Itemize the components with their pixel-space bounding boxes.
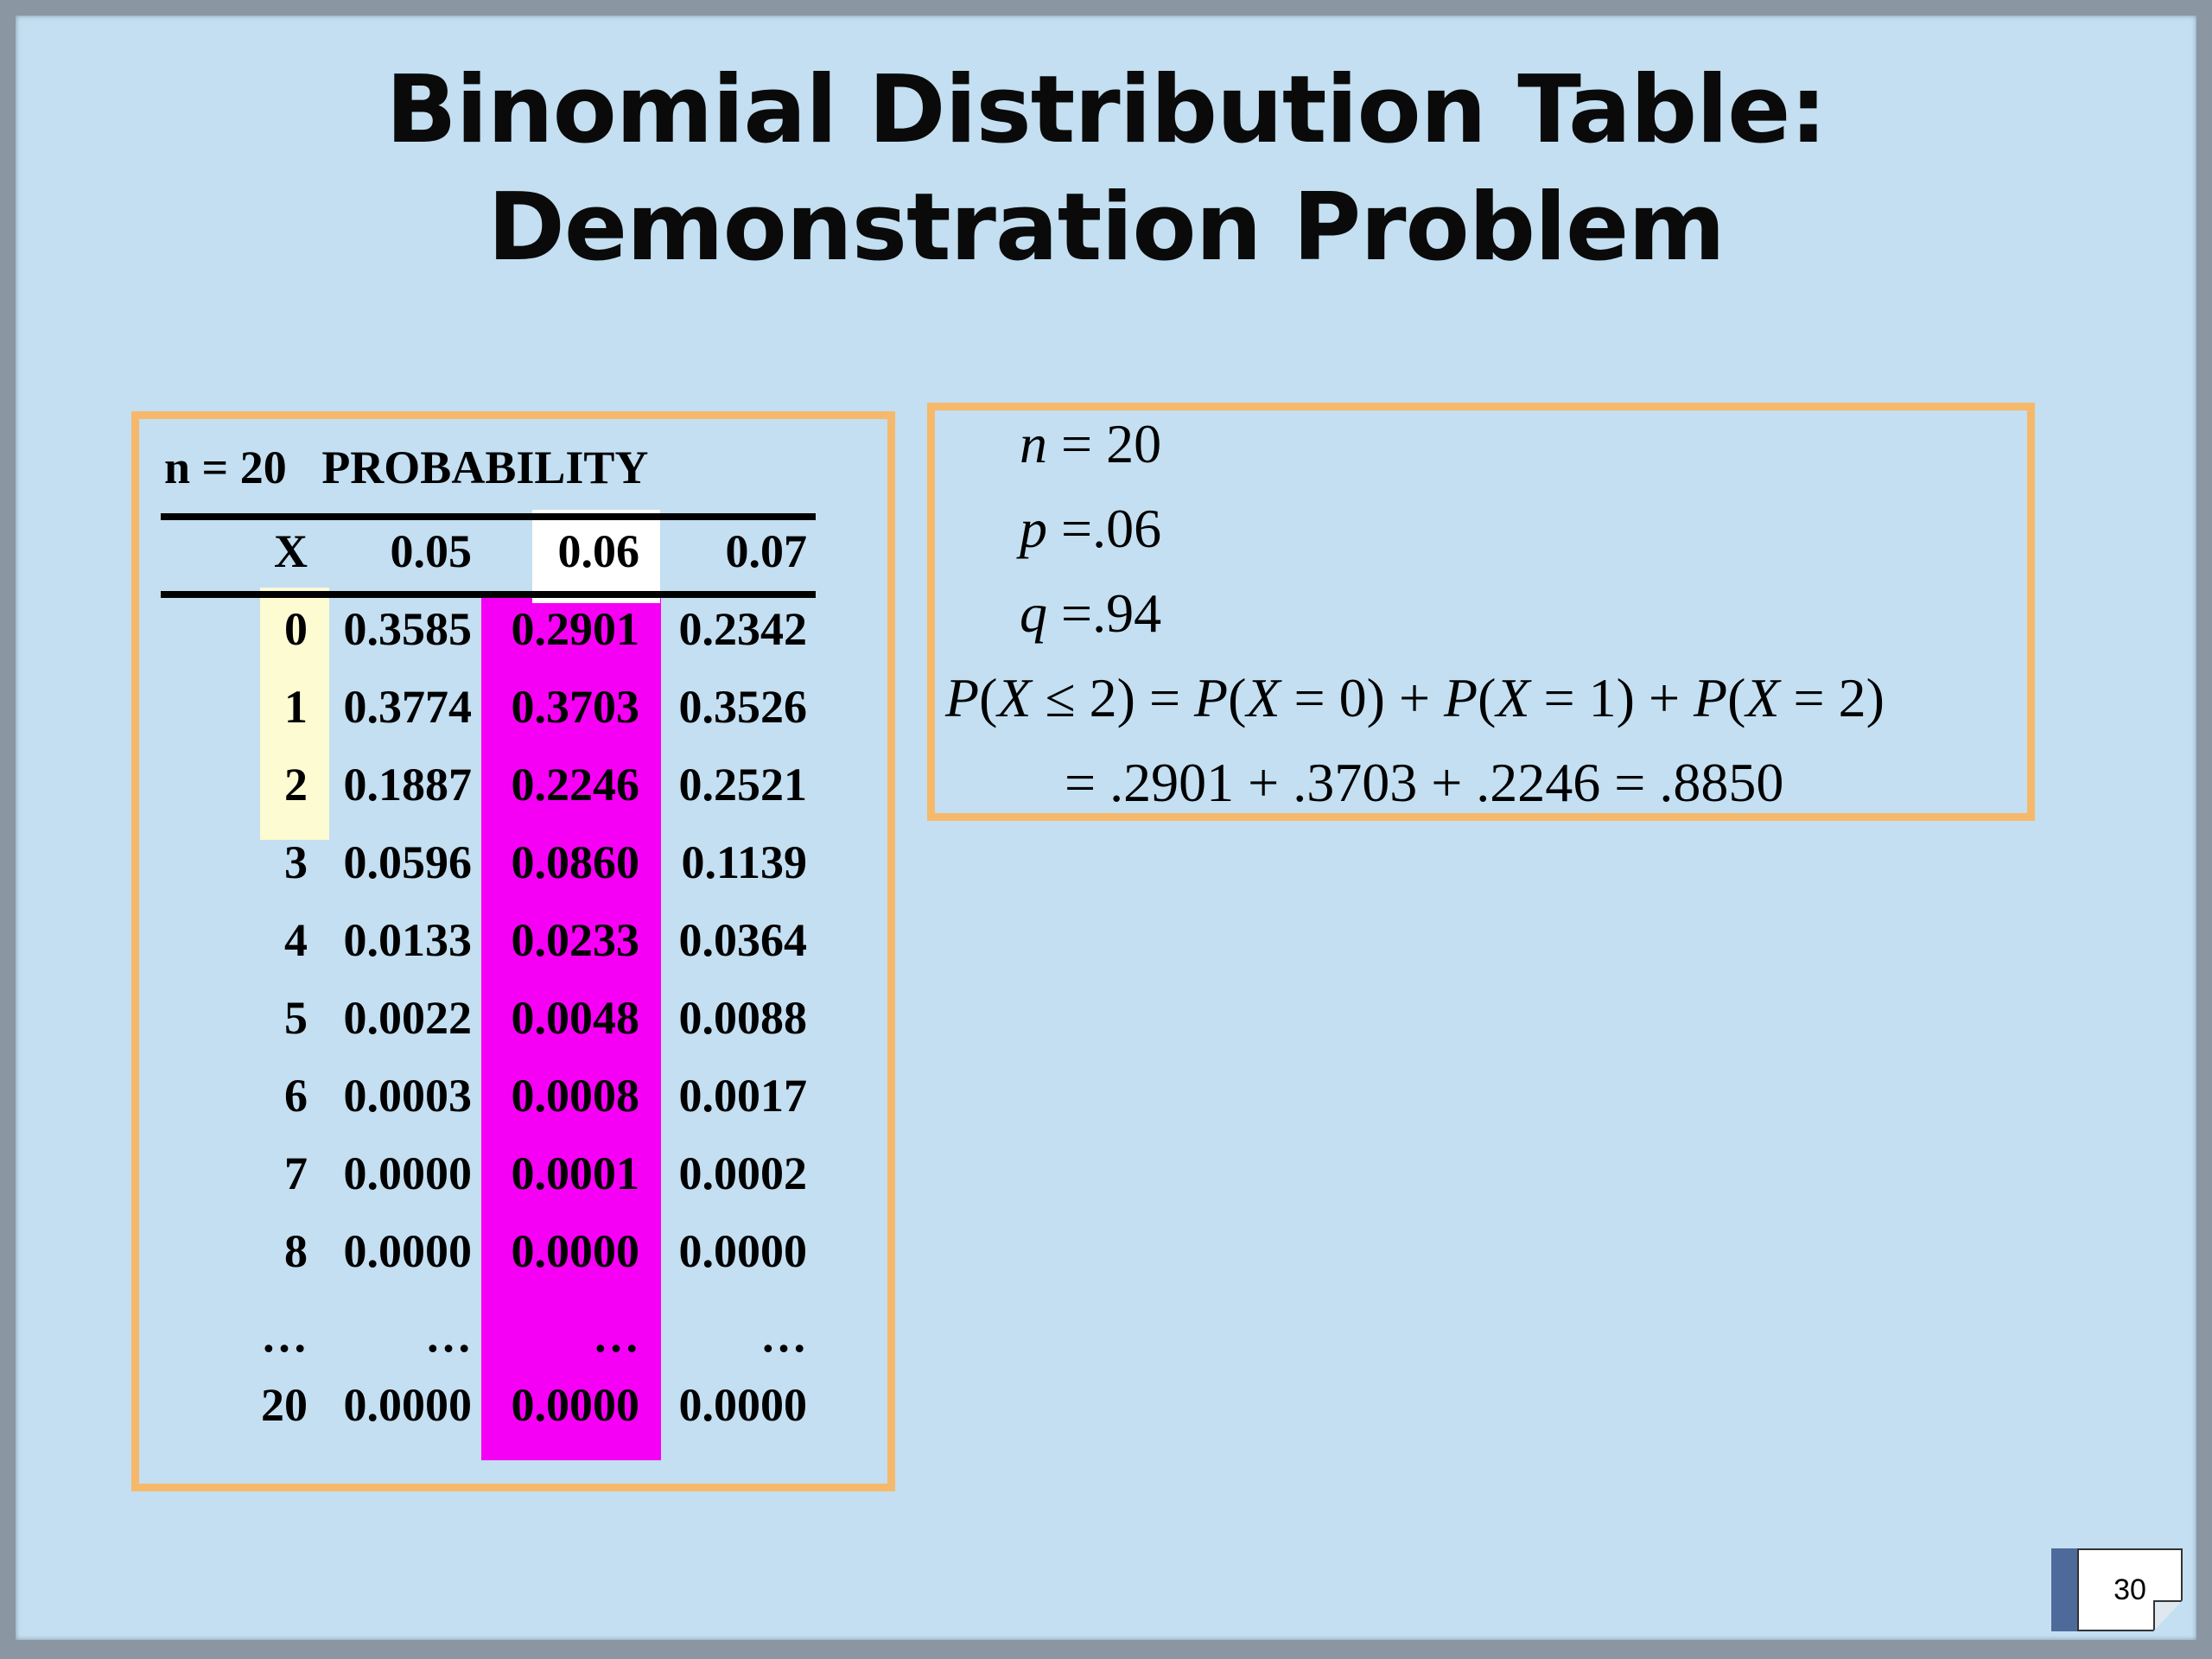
row-p007-5: 0.0088: [678, 992, 808, 1044]
probability-column-highlight: [481, 596, 661, 1460]
row-p007-4: 0.0364: [678, 914, 808, 966]
row-x-5: 5: [284, 992, 308, 1044]
row-p006-7: 0.0001: [511, 1147, 640, 1199]
page-number-tab: [2051, 1548, 2077, 1631]
row-x-4: 4: [284, 914, 308, 966]
row-p005-10: 0.0000: [343, 1379, 473, 1431]
row-p007-0: 0.2342: [678, 603, 808, 655]
slide-content-area: [16, 16, 2196, 1640]
binomial-table-box: [131, 411, 895, 1491]
row-p007-7: 0.0002: [678, 1147, 808, 1199]
row-p007-1: 0.3526: [678, 681, 808, 733]
row-p005-2: 0.1887: [343, 759, 473, 810]
row-x-6: 6: [284, 1070, 308, 1122]
row-p006-0: 0.2901: [511, 603, 640, 655]
row-p006-5: 0.0048: [511, 992, 640, 1044]
row-p006-1: 0.3703: [511, 681, 640, 733]
row-p006-3: 0.0860: [511, 836, 640, 888]
n-equation: n = 20: [1020, 413, 1162, 474]
header-x: X: [274, 525, 308, 577]
row-p006-2: 0.2246: [511, 759, 640, 810]
row-p005-6: 0.0003: [343, 1070, 473, 1122]
header-highlight: [532, 510, 660, 603]
row-p006-9: …: [593, 1310, 639, 1362]
title-line-1: Binomial Distribution Table:: [385, 56, 1827, 164]
row-p005-3: 0.0596: [343, 836, 473, 888]
row-p006-4: 0.0233: [511, 914, 640, 966]
table-caption: n = 20 PROBABILITY: [164, 441, 648, 494]
row-x-9: …: [261, 1310, 308, 1362]
row-p006-10: 0.0000: [511, 1379, 640, 1431]
table-header-rule: [161, 591, 816, 598]
row-p007-9: …: [760, 1310, 807, 1362]
row-x-7: 7: [284, 1147, 308, 1199]
calculation-box: [927, 403, 2035, 821]
row-x-1: 1: [284, 681, 308, 733]
row-p007-6: 0.0017: [678, 1070, 808, 1122]
slide-title: Binomial Distribution Table: Demonstrati…: [0, 52, 2212, 287]
probability-equation: P(X ≤ 2) = P(X = 0) + P(X = 1) + P(X = 2…: [945, 667, 1885, 728]
row-p007-3: 0.1139: [681, 836, 807, 888]
sum-equation: = .2901 + .3703 + .2246 = .8850: [1065, 752, 1784, 813]
row-p005-5: 0.0022: [343, 992, 473, 1044]
row-p007-2: 0.2521: [678, 759, 808, 810]
row-p005-1: 0.3774: [343, 681, 473, 733]
header-p005: 0.05: [390, 525, 473, 577]
row-p005-4: 0.0133: [343, 914, 473, 966]
header-p006: 0.06: [557, 525, 640, 577]
table-top-rule: [161, 513, 816, 520]
row-x-10: 20: [261, 1379, 308, 1431]
x-highlight: [260, 588, 329, 840]
row-p005-7: 0.0000: [343, 1147, 473, 1199]
p-equation: p =.06: [1020, 498, 1162, 559]
row-p006-6: 0.0008: [511, 1070, 640, 1122]
row-x-8: 8: [284, 1225, 308, 1277]
row-x-2: 2: [284, 759, 308, 810]
row-p007-8: 0.0000: [678, 1225, 808, 1277]
row-p006-8: 0.0000: [511, 1225, 640, 1277]
probability-label: PROBABILITY: [321, 442, 649, 493]
n-label: n = 20: [164, 442, 287, 493]
title-line-2: Demonstration Problem: [487, 174, 1726, 282]
row-p005-9: …: [425, 1310, 472, 1362]
row-p007-10: 0.0000: [678, 1379, 808, 1431]
row-p005-0: 0.3585: [343, 603, 473, 655]
q-equation: q =.94: [1020, 582, 1162, 644]
row-x-3: 3: [284, 836, 308, 888]
header-p007: 0.07: [725, 525, 808, 577]
row-x-0: 0: [284, 603, 308, 655]
row-p005-8: 0.0000: [343, 1225, 473, 1277]
